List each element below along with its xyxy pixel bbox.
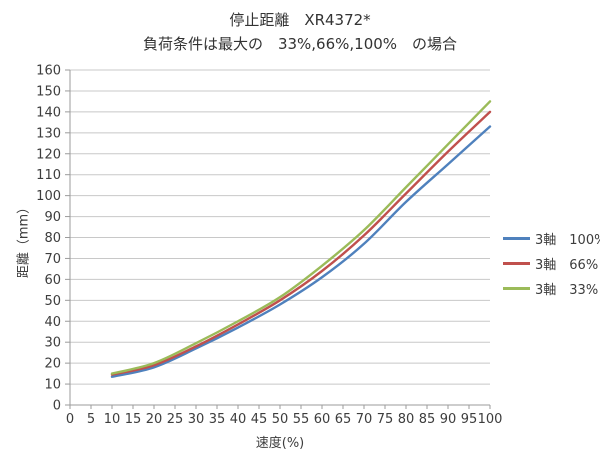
y-tick-label: 90 bbox=[44, 210, 61, 225]
x-tick-label: 0 bbox=[66, 412, 74, 427]
series-line-2 bbox=[110, 100, 492, 375]
x-tick-label: 75 bbox=[377, 412, 394, 427]
x-tick-label: 15 bbox=[125, 412, 142, 427]
legend: 3軸 100% 3軸 66% 3軸 33% bbox=[503, 226, 600, 301]
y-tick-label: 160 bbox=[36, 64, 61, 79]
x-tick-label: 95 bbox=[461, 412, 478, 427]
x-tick-label: 100 bbox=[478, 412, 503, 427]
chart-title-block: 停止距離 XR4372* 負荷条件は最大の 33%,66%,100% の場合 bbox=[0, 8, 600, 56]
x-tick-label: 90 bbox=[440, 412, 457, 427]
x-tick-label: 85 bbox=[419, 412, 436, 427]
legend-label: 3軸 66% bbox=[535, 258, 599, 273]
y-tick-label: 140 bbox=[36, 105, 61, 120]
y-tick-label: 50 bbox=[44, 294, 61, 309]
x-tick-label: 60 bbox=[314, 412, 331, 427]
legend-line-swatch bbox=[503, 262, 530, 265]
x-tick-label: 20 bbox=[146, 412, 163, 427]
y-axis-title: 距離（mm） bbox=[16, 200, 32, 279]
x-tick-label: 5 bbox=[87, 412, 95, 427]
y-tick-label: 150 bbox=[36, 84, 61, 99]
x-tick-label: 65 bbox=[335, 412, 352, 427]
y-tick-label: 80 bbox=[44, 231, 61, 246]
y-tick-label: 20 bbox=[44, 357, 61, 372]
x-tick-label: 25 bbox=[167, 412, 184, 427]
chart-title: 停止距離 XR4372* bbox=[229, 11, 371, 29]
y-tick-label: 30 bbox=[44, 336, 61, 351]
legend-line-swatch bbox=[503, 237, 530, 240]
x-tick-label: 50 bbox=[272, 412, 289, 427]
series-line-1 bbox=[110, 110, 492, 376]
x-axis-title: 速度(%) bbox=[255, 436, 305, 451]
x-tick-label: 40 bbox=[230, 412, 247, 427]
y-tick-label: 110 bbox=[36, 168, 61, 183]
x-tick-label: 45 bbox=[251, 412, 268, 427]
y-tick-label: 40 bbox=[44, 315, 61, 330]
chart-subtitle: 負荷条件は最大の 33%,66%,100% の場合 bbox=[142, 35, 458, 53]
y-tick-label: 0 bbox=[53, 399, 61, 414]
legend-label: 3軸 100% bbox=[535, 233, 600, 248]
legend-entry: 3軸 100% bbox=[503, 226, 600, 251]
x-tick-label: 70 bbox=[356, 412, 373, 427]
legend-line-swatch bbox=[503, 287, 530, 290]
x-tick-label: 80 bbox=[398, 412, 415, 427]
x-tick-label: 35 bbox=[209, 412, 226, 427]
y-tick-label: 60 bbox=[44, 273, 61, 288]
x-tick-label: 10 bbox=[104, 412, 121, 427]
y-tick-label: 130 bbox=[36, 126, 61, 141]
x-tick-label: 55 bbox=[293, 412, 310, 427]
series-line-0 bbox=[110, 125, 492, 378]
y-tick-label: 10 bbox=[44, 378, 61, 393]
legend-label: 3軸 33% bbox=[535, 283, 599, 298]
legend-entry: 3軸 33% bbox=[503, 276, 600, 301]
x-tick-label: 30 bbox=[188, 412, 205, 427]
y-tick-label: 70 bbox=[44, 252, 61, 267]
legend-entry: 3軸 66% bbox=[503, 251, 600, 276]
y-tick-label: 120 bbox=[36, 147, 61, 162]
y-tick-label: 100 bbox=[36, 189, 61, 204]
